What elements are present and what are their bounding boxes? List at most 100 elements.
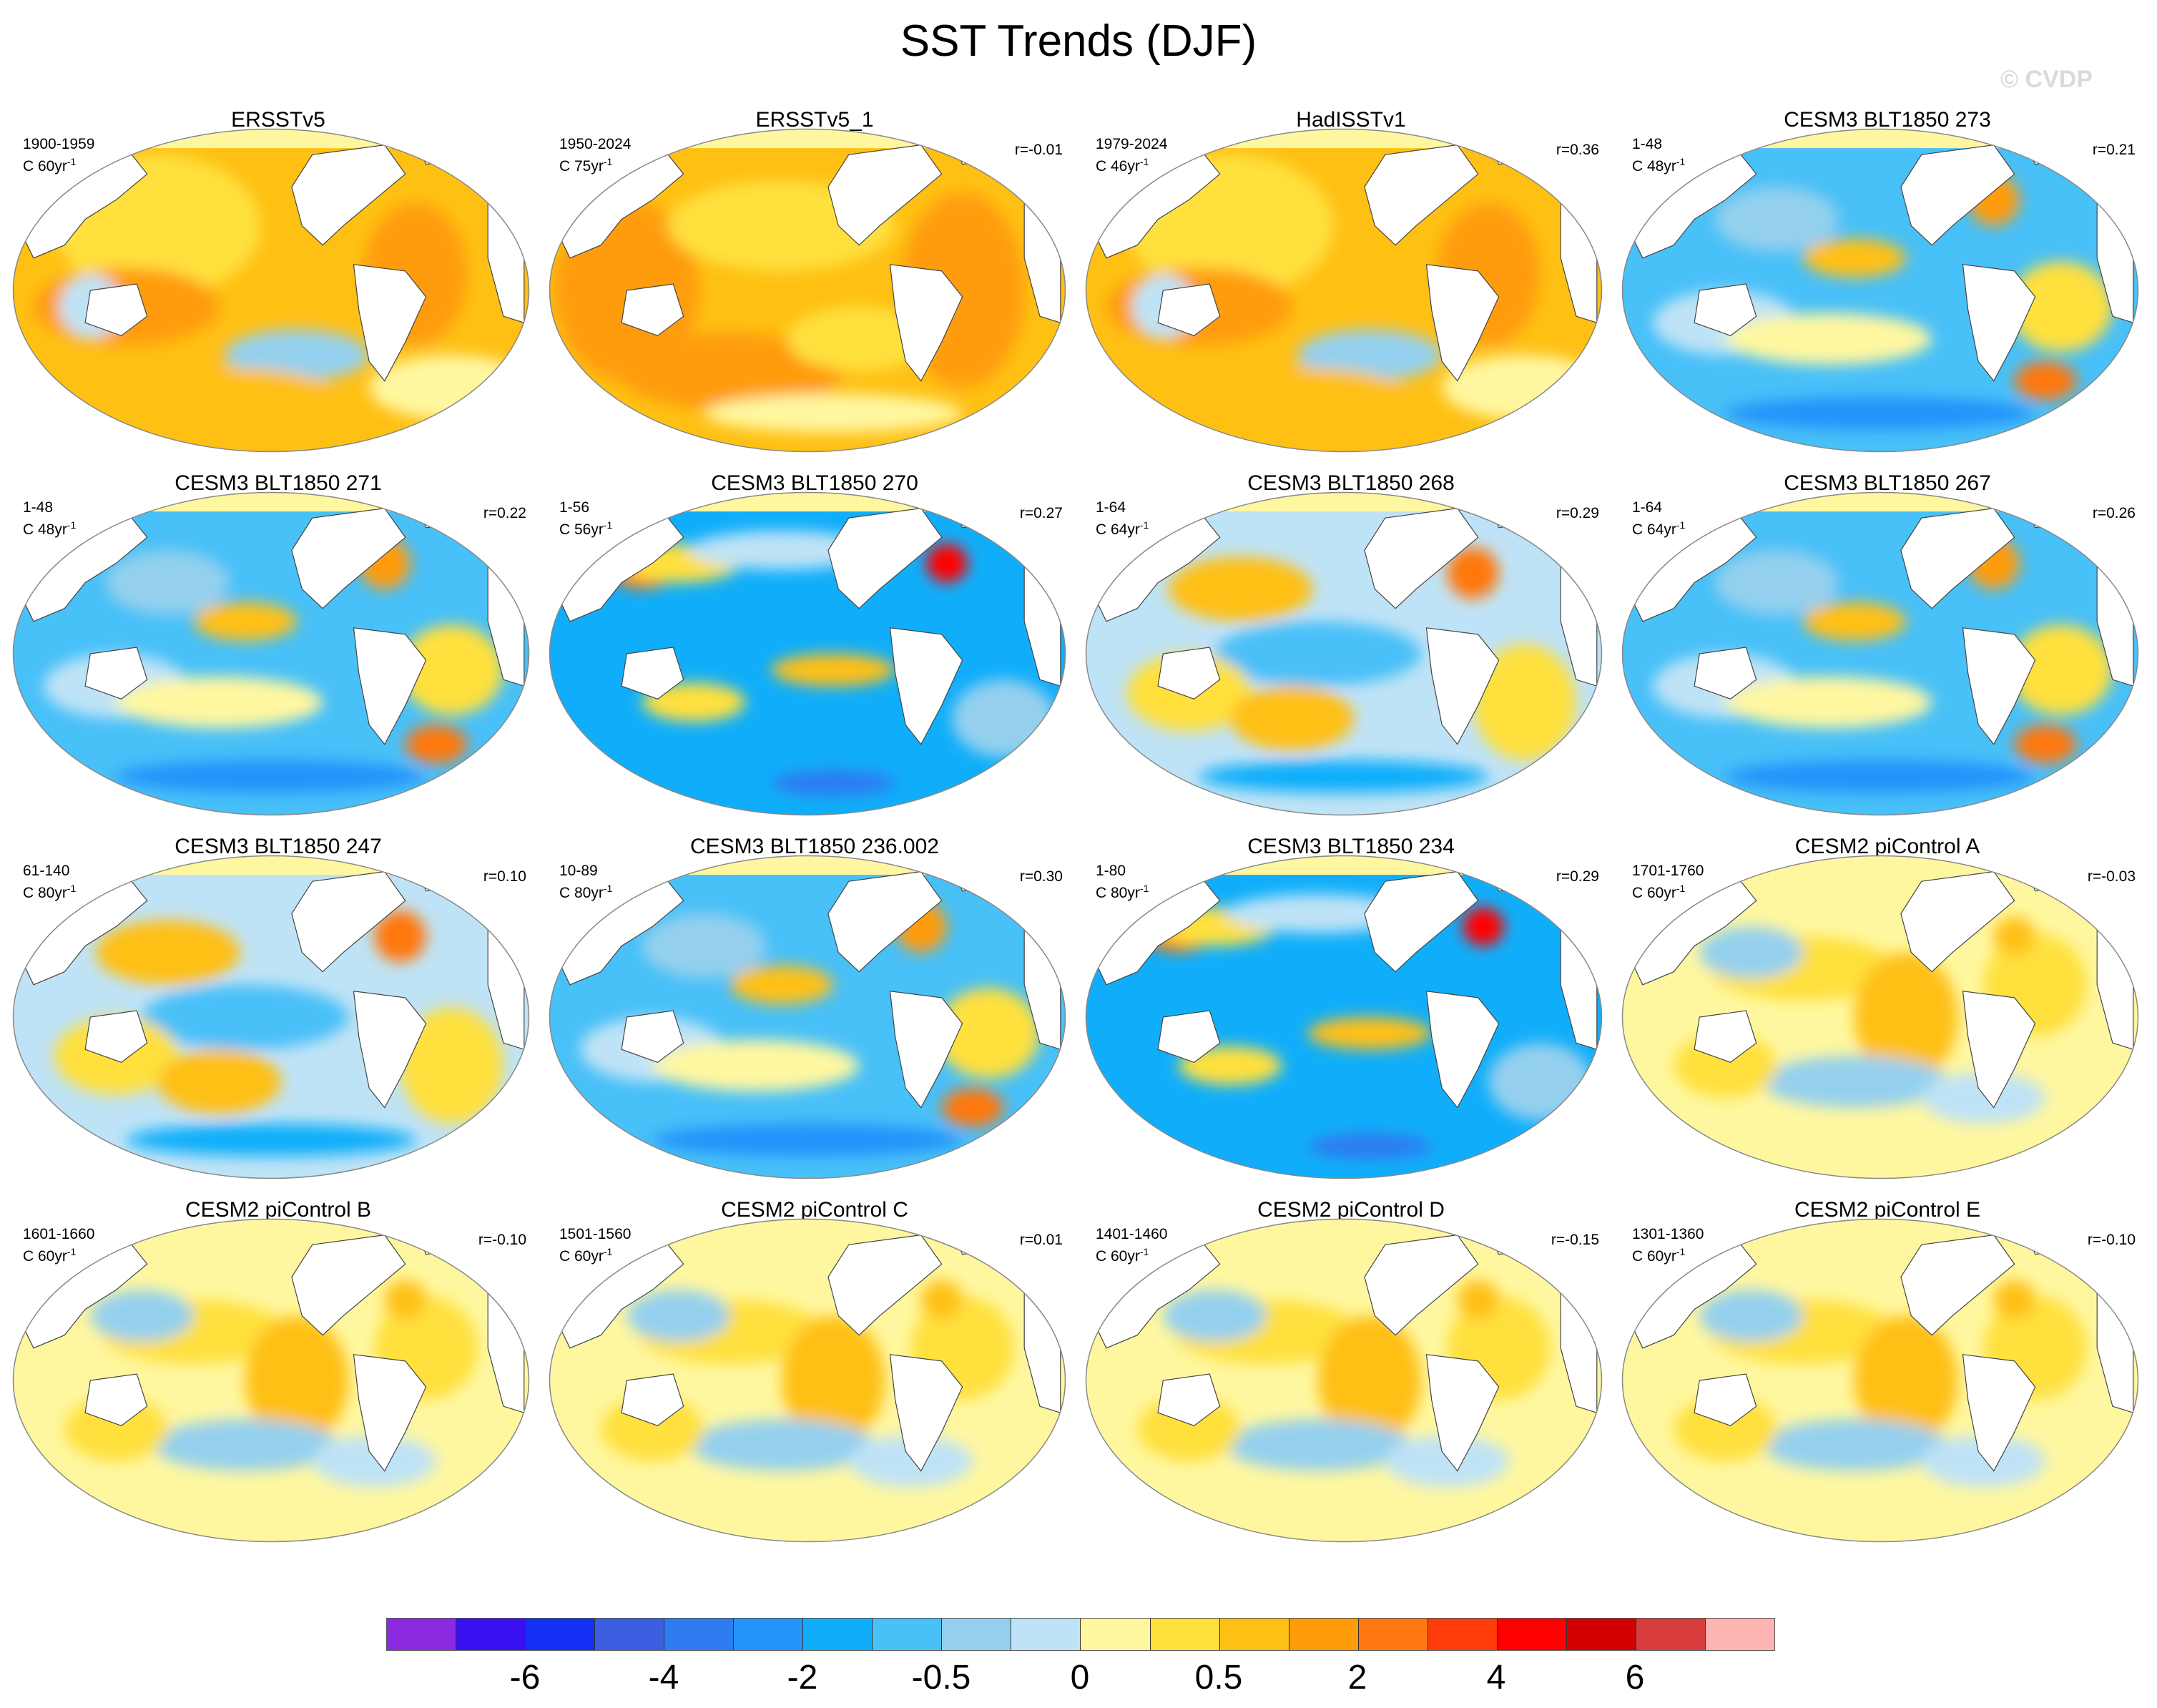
trend-region xyxy=(771,654,895,687)
arctic-band xyxy=(1086,1219,1602,1239)
colorbar-tick-label: 0 xyxy=(1070,1659,1090,1697)
land-mass xyxy=(1364,1234,1479,1336)
trend-region xyxy=(1921,1071,2046,1124)
map-svg xyxy=(549,855,1066,1179)
panel-units: C 80yr-1 xyxy=(1096,883,1149,901)
panel-units: C 60yr-1 xyxy=(559,1246,613,1265)
arctic-band xyxy=(1622,129,2138,149)
land-mass xyxy=(1364,144,1479,246)
land-mass xyxy=(1425,264,1500,382)
land-mass xyxy=(84,1010,148,1063)
panel-title: CESM2 piControl D xyxy=(1257,1198,1445,1222)
panel-title: CESM2 piControl A xyxy=(1794,835,1980,858)
panel-title: CESM3 BLT1850 247 xyxy=(175,835,382,858)
land-mass xyxy=(291,507,406,609)
panel-units-text: C 60yr xyxy=(1632,885,1676,901)
trend-region xyxy=(1488,1043,1592,1121)
panel-period: 10-89 xyxy=(559,863,598,879)
colorbar-tick-label: 6 xyxy=(1625,1659,1645,1697)
trend-region xyxy=(729,965,834,1004)
panel-period: 61-140 xyxy=(23,863,70,879)
trend-region xyxy=(688,531,875,570)
panel-units: C 64yr-1 xyxy=(1096,519,1149,538)
map-outline xyxy=(1621,128,2139,453)
trend-region xyxy=(126,368,333,420)
trend-region xyxy=(90,1290,194,1342)
trend-region xyxy=(1385,1435,1510,1488)
map-panel: ERSSTv5_1 1950-2024 C 75yr-1 r=-0.01 xyxy=(546,107,1083,458)
arctic-band xyxy=(1086,492,1602,512)
trend-region xyxy=(920,1280,963,1320)
map-outline xyxy=(1621,1218,2139,1543)
map-svg xyxy=(12,491,530,816)
land-mass xyxy=(1157,647,1221,700)
map-outline xyxy=(549,855,1066,1179)
panel-units-text: C 75yr xyxy=(559,158,604,175)
trend-region xyxy=(787,306,932,371)
panel-period: 1-48 xyxy=(23,499,54,516)
trend-region xyxy=(1714,187,1839,252)
panel-period: 1-48 xyxy=(1632,136,1663,152)
map-outline xyxy=(1085,128,1603,453)
panel-units: C 60yr-1 xyxy=(23,156,77,175)
panel-period: 1701-1760 xyxy=(1632,863,1704,879)
panel-period: 1-64 xyxy=(1096,499,1126,516)
panel-correlation: r=0.29 xyxy=(1556,868,1599,885)
land-mass xyxy=(621,283,684,336)
trend-region xyxy=(2014,725,2077,764)
trend-region xyxy=(400,1007,503,1124)
trend-region xyxy=(1725,676,1932,728)
panel-units-text: C 64yr xyxy=(1096,521,1140,538)
trend-region xyxy=(936,988,1040,1079)
trend-region xyxy=(1854,952,1958,1082)
panel-correlation: r=0.01 xyxy=(1019,1232,1063,1248)
map-panel: CESM3 BLT1850 247 61-140 C 80yr-1 r=0.10 xyxy=(10,834,546,1184)
trend-region xyxy=(2014,361,2077,401)
map-panel: CESM3 BLT1850 234 1-80 C 80yr-1 r=0.29 xyxy=(1083,834,1619,1184)
panel-period: 1401-1460 xyxy=(1096,1226,1168,1242)
arctic-band xyxy=(1622,855,2138,875)
colorbar-tick-label: 2 xyxy=(1347,1659,1367,1697)
panel-period: 1601-1660 xyxy=(23,1226,95,1242)
arctic-band xyxy=(13,1219,529,1239)
trend-region xyxy=(926,544,968,583)
trend-region xyxy=(1199,368,1406,420)
colorbar-swatch xyxy=(1636,1619,1706,1650)
panel-units: C 60yr-1 xyxy=(23,1246,77,1265)
trend-region xyxy=(1699,926,1803,978)
panel-title: CESM3 BLT1850 234 xyxy=(1247,835,1455,858)
panel-units-text: C 80yr xyxy=(1096,885,1140,901)
map-svg xyxy=(1621,128,2139,453)
trend-region xyxy=(245,1315,349,1446)
colorbar-swatch xyxy=(734,1619,804,1650)
panel-title: CESM3 BLT1850 268 xyxy=(1247,471,1455,495)
map-svg xyxy=(1085,491,1603,816)
land-mass xyxy=(827,144,943,246)
land-mass xyxy=(1364,870,1479,973)
land-mass xyxy=(1962,1354,2036,1472)
trend-region xyxy=(781,1315,885,1446)
colorbar-tick-label: -6 xyxy=(509,1659,541,1697)
trend-region xyxy=(1230,686,1355,751)
map-panel: HadISSTv1 1979-2024 C 46yr-1 r=0.36 xyxy=(1083,107,1619,458)
trend-region xyxy=(400,624,503,715)
trend-region xyxy=(1725,313,1932,365)
trend-region xyxy=(1463,907,1504,946)
panel-correlation: r=0.27 xyxy=(1019,505,1063,521)
map-panel: CESM3 BLT1850 273 1-48 C 48yr-1 r=0.21 xyxy=(1619,107,2156,458)
colorbar-tick-label: -0.5 xyxy=(911,1659,971,1697)
land-mass xyxy=(827,870,943,973)
trend-region xyxy=(1802,602,1907,641)
panel-correlation: r=-0.03 xyxy=(2087,868,2136,885)
trend-region xyxy=(1224,1419,1411,1471)
trend-region xyxy=(1714,550,1839,615)
land-mass xyxy=(1962,627,2036,745)
land-mass xyxy=(1900,507,2015,609)
panel-units: C 46yr-1 xyxy=(1096,156,1149,175)
trend-region xyxy=(1224,894,1411,933)
panel-units-text: C 60yr xyxy=(23,158,67,175)
map-svg xyxy=(12,128,530,453)
map-panel: CESM3 BLT1850 268 1-64 C 64yr-1 r=0.29 xyxy=(1083,471,1619,821)
trend-region xyxy=(1307,1133,1432,1159)
map-outline xyxy=(1621,491,2139,816)
